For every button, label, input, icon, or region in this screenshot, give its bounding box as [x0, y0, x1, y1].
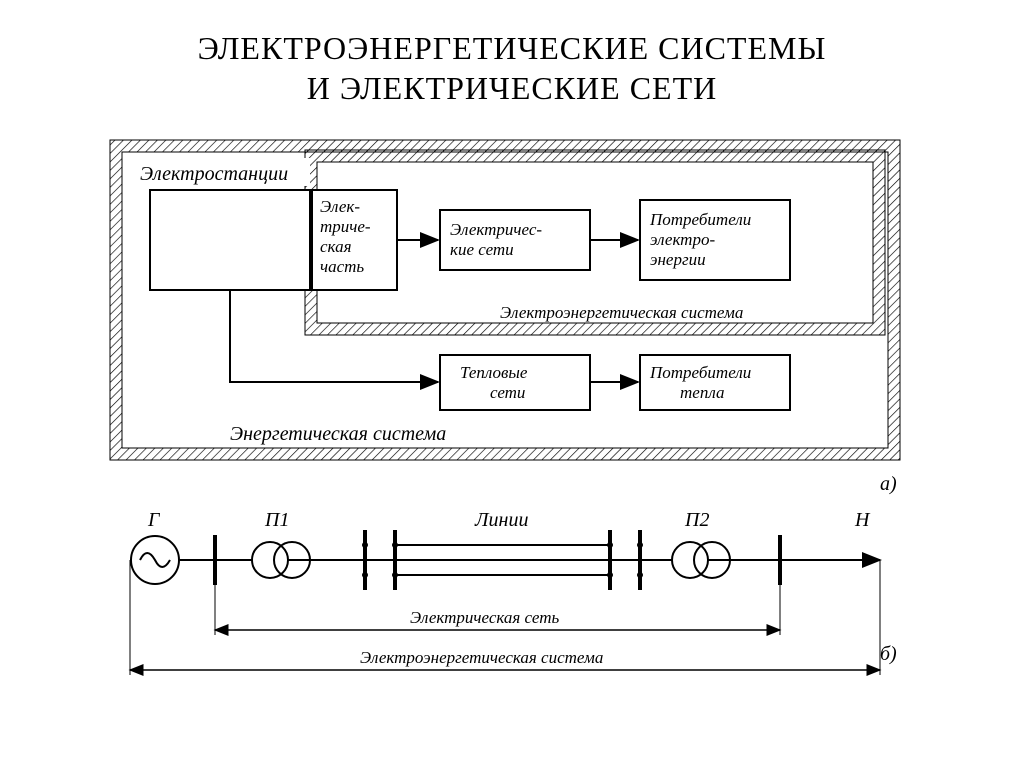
label-G: Г: [147, 509, 161, 531]
dim2-label: Электроэнергетическая система: [360, 648, 603, 667]
station-box: [150, 190, 310, 290]
heat-l1: Тепловые: [460, 363, 528, 382]
dot: [362, 542, 368, 548]
label-lines: Линии: [474, 509, 528, 531]
tag-a: а): [880, 473, 897, 495]
diagram-svg: Электростанции Элек- триче- ская часть Э…: [0, 0, 1024, 767]
diagram-a: Электростанции Элек- триче- ская часть Э…: [110, 140, 900, 495]
heat-l2: сети: [490, 383, 525, 402]
dot: [607, 572, 613, 578]
label-P1: П1: [264, 509, 289, 531]
cons-e-l2: электро-: [650, 230, 715, 249]
label-P2: П2: [684, 509, 709, 531]
elec-part-l4: часть: [320, 257, 364, 276]
elec-nets-l2: кие сети: [450, 240, 514, 259]
diagram-b: Г П1 Линии: [130, 509, 897, 675]
cons-e-l3: энергии: [650, 250, 706, 269]
dot: [362, 572, 368, 578]
cons-h-l1: Потребители: [649, 363, 751, 382]
tag-b: б): [880, 643, 897, 665]
dot: [607, 542, 613, 548]
outer-system-label: Энергетическая система: [230, 423, 446, 445]
dot: [637, 572, 643, 578]
elec-part-l3: ская: [320, 237, 352, 256]
cons-h-l2: тепла: [680, 383, 724, 402]
cons-e-l1: Потребители: [649, 210, 751, 229]
label-H: Н: [854, 509, 871, 531]
elec-part-l2: триче-: [320, 217, 371, 236]
elec-part-l1: Элек-: [320, 197, 360, 216]
dim1-label: Электрическая сеть: [410, 608, 559, 627]
dot: [637, 542, 643, 548]
trans1-c1: [252, 542, 288, 578]
station-label: Электростанции: [140, 163, 288, 185]
trans2-c1: [672, 542, 708, 578]
elec-nets-l1: Электричес-: [450, 220, 542, 239]
inner-system-label: Электроэнергетическая система: [500, 303, 743, 322]
